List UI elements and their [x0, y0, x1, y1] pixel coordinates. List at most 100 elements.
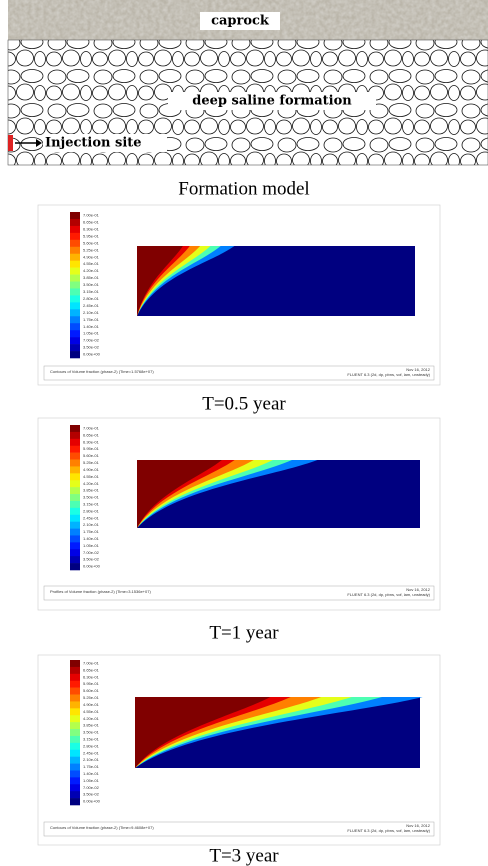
caption: Formation model — [178, 178, 309, 199]
colorbar-label: 1.40e-01 — [83, 324, 100, 329]
colorbar-label: 4.20e-01 — [83, 268, 100, 273]
colorbar-cell — [70, 253, 80, 261]
colorbar-cell — [70, 225, 80, 234]
colorbar-cell — [70, 459, 80, 467]
colorbar-label: 3.50e-02 — [83, 792, 100, 797]
colorbar-label: 3.15e-01 — [83, 736, 100, 741]
colorbar-label: 1.05e-01 — [83, 543, 100, 548]
colorbar-label: 2.45e-01 — [83, 515, 100, 520]
arrow-head — [36, 139, 42, 147]
colorbar-label: 7.00e-02 — [83, 550, 100, 555]
footer-date: Nov 16, 2012 — [406, 367, 431, 372]
colorbar-label: 5.60e-01 — [83, 688, 100, 693]
colorbar-label: 4.90e-01 — [83, 467, 100, 472]
colorbar-label: 2.45e-01 — [83, 303, 100, 308]
colorbar-cell — [70, 239, 80, 248]
colorbar-label: 0.00e+00 — [83, 352, 101, 357]
colorbar-cell — [70, 556, 80, 564]
caption: T=3 year — [209, 845, 279, 866]
colorbar-cell — [70, 337, 80, 345]
colorbar-cell — [70, 218, 80, 227]
colorbar-cell — [70, 756, 80, 764]
colorbar-cell — [70, 735, 80, 744]
colorbar-cell — [70, 500, 80, 509]
colorbar-label: 2.10e-01 — [83, 757, 100, 762]
colorbar-label: 7.00e-02 — [83, 338, 100, 343]
colorbar-cell — [70, 246, 80, 255]
colorbar-cell — [70, 466, 80, 474]
colorbar-cell — [70, 309, 80, 317]
colorbar-cell — [70, 473, 80, 481]
label-box — [43, 134, 167, 152]
colorbar-cell — [70, 742, 80, 751]
colorbar-label: 6.65e-01 — [83, 219, 100, 224]
colorbar-cell — [70, 770, 80, 778]
colorbar-cell — [70, 431, 80, 440]
colorbar-cell — [70, 701, 80, 709]
colorbar-cell — [70, 514, 80, 522]
colorbar-label: 2.80e-01 — [83, 296, 100, 301]
colorbar-label: 5.25e-01 — [83, 460, 100, 465]
colorbar-label: 5.95e-01 — [83, 446, 100, 451]
colorbar-label: 4.55e-01 — [83, 474, 100, 479]
colorbar-cell — [70, 260, 80, 268]
colorbar-label: 0.00e+00 — [83, 799, 101, 804]
colorbar-cell — [70, 777, 80, 785]
colorbar-cell — [70, 749, 80, 757]
caption: T=1 year — [209, 622, 279, 643]
footer-left: Profiles of Volume fraction (phase-2) (T… — [50, 589, 151, 594]
colorbar-label: 2.80e-01 — [83, 508, 100, 513]
colorbar-label: 0.00e+00 — [83, 564, 101, 569]
colorbar-cell — [70, 784, 80, 792]
colorbar-label: 1.40e-01 — [83, 771, 100, 776]
colorbar-cell — [70, 791, 80, 799]
colorbar-cell — [70, 549, 80, 557]
colorbar-label: 6.30e-01 — [83, 226, 100, 231]
colorbar-label: 3.50e-02 — [83, 345, 100, 350]
colorbar-cell — [70, 288, 80, 296]
colorbar-label: 3.85e-01 — [83, 275, 100, 280]
colorbar-label: 1.05e-01 — [83, 778, 100, 783]
label-box — [200, 12, 280, 30]
colorbar-cell — [70, 445, 80, 453]
colorbar-cell — [70, 535, 80, 543]
colorbar-cell — [70, 232, 80, 241]
footer-left: Contours of Volume fraction (phase-2) (T… — [50, 825, 154, 830]
colorbar-cell — [70, 680, 80, 688]
colorbar-cell — [70, 351, 80, 359]
colorbar-label: 1.75e-01 — [83, 317, 100, 322]
colorbar-label: 4.55e-01 — [83, 709, 100, 714]
colorbar-label: 2.10e-01 — [83, 310, 100, 315]
colorbar-label: 6.65e-01 — [83, 667, 100, 672]
footer-date: Nov 16, 2012 — [406, 587, 431, 592]
footer-box — [43, 821, 435, 837]
colorbar-label: 7.00e-02 — [83, 785, 100, 790]
colorbar-cell — [70, 542, 80, 550]
colorbar-label: 4.20e-01 — [83, 716, 100, 721]
colorbar-label: 3.50e-01 — [83, 495, 100, 500]
colorbar-label: 3.50e-01 — [83, 282, 100, 287]
colorbar-label: 4.90e-01 — [83, 702, 100, 707]
footer-right: FLUENT 6.3 (2d, dp, pbns, vof, lam, unst… — [347, 828, 430, 833]
footer-date: Nov 16, 2012 — [406, 823, 431, 828]
colorbar-label: 5.60e-01 — [83, 240, 100, 245]
colorbar-cell — [70, 316, 80, 324]
colorbar-cell — [70, 494, 80, 502]
colorbar-label: 2.45e-01 — [83, 750, 100, 755]
colorbar-cell — [70, 480, 80, 488]
colorbar-cell — [70, 673, 80, 682]
colorbar-cell — [70, 302, 80, 310]
colorbar-label: 5.95e-01 — [83, 681, 100, 686]
formation-label: deep saline formation — [192, 94, 352, 109]
colorbar-label: 5.25e-01 — [83, 695, 100, 700]
colorbar-cell — [70, 267, 80, 275]
plume-contour — [135, 697, 271, 768]
colorbar-label: 1.75e-01 — [83, 764, 100, 769]
injection-label: Injection site — [45, 136, 142, 151]
colorbar-cell — [70, 452, 80, 460]
colorbar-cell — [70, 521, 80, 529]
colorbar-label: 5.60e-01 — [83, 453, 100, 458]
colorbar-label: 6.65e-01 — [83, 432, 100, 437]
plume-contour — [137, 460, 222, 528]
